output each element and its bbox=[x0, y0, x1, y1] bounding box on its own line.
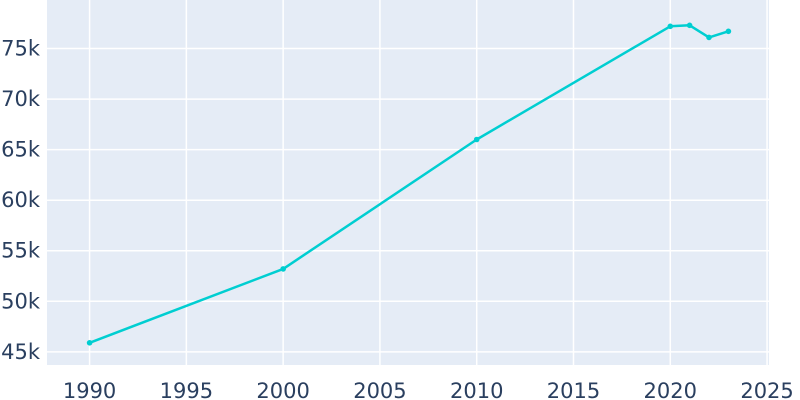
x-tick-label-2010: 2010 bbox=[450, 379, 503, 400]
y-tick-label-70k: 70k bbox=[1, 87, 41, 111]
y-tick-label-45k: 45k bbox=[1, 340, 41, 364]
data-point-2022[interactable] bbox=[706, 34, 712, 41]
x-tick-label-1990: 1990 bbox=[63, 379, 116, 400]
x-tick-label-2005: 2005 bbox=[353, 379, 406, 400]
plot-area[interactable] bbox=[47, 0, 769, 365]
data-point-2021[interactable] bbox=[686, 22, 693, 29]
data-point-2020[interactable] bbox=[667, 23, 674, 30]
x-tick-label-2020: 2020 bbox=[644, 379, 697, 400]
x-tick-label-2000: 2000 bbox=[256, 379, 309, 400]
y-tick-label-60k: 60k bbox=[1, 188, 41, 212]
data-point-2023[interactable] bbox=[725, 28, 732, 35]
y-tick-label-75k: 75k bbox=[1, 37, 41, 61]
data-point-2000[interactable] bbox=[280, 266, 287, 272]
data-point-1990[interactable] bbox=[86, 340, 93, 346]
data-point-2010[interactable] bbox=[473, 136, 480, 143]
y-tick-label-50k: 50k bbox=[1, 289, 41, 313]
y-tick-label-65k: 65k bbox=[1, 138, 41, 162]
y-tick-label-55k: 55k bbox=[1, 239, 41, 263]
x-tick-label-2025: 2025 bbox=[740, 379, 793, 400]
x-tick-label-1995: 1995 bbox=[160, 379, 213, 400]
x-tick-label-2015: 2015 bbox=[547, 379, 600, 400]
